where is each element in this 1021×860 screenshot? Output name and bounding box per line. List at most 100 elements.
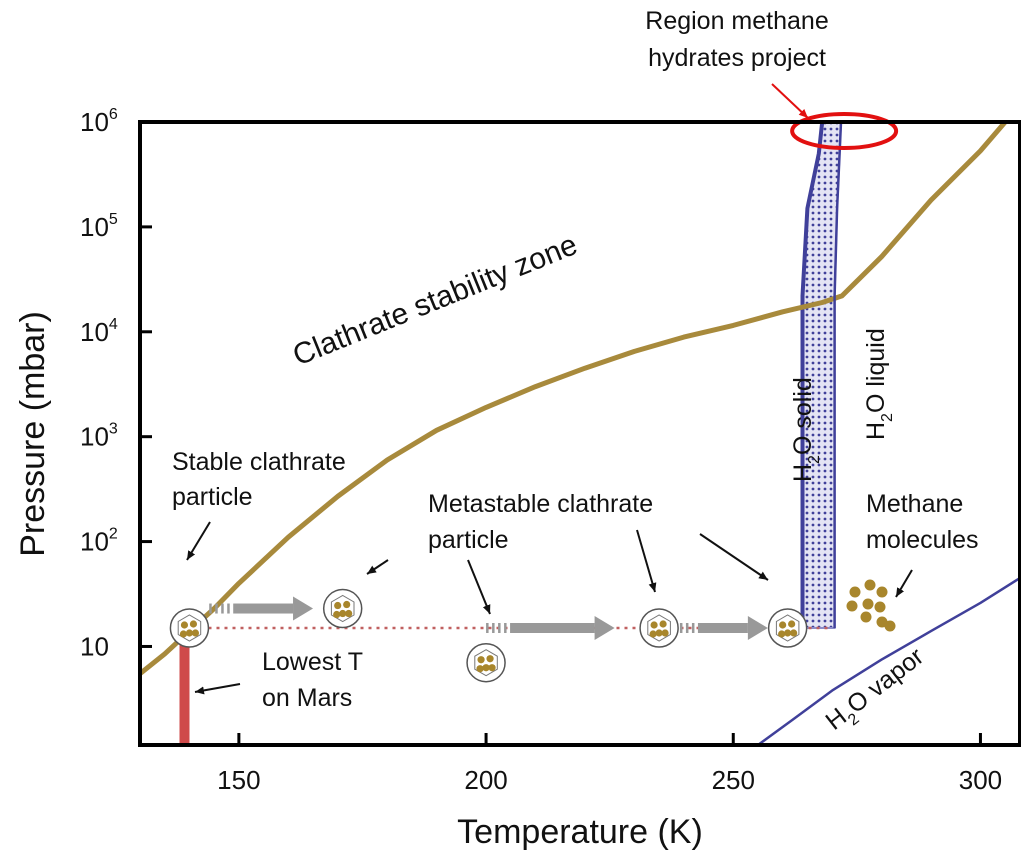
flow-tail-1-3: [504, 623, 507, 634]
series-ice-liquid-boundary: [833, 121, 843, 628]
clathrate-particle-4: [767, 608, 808, 648]
x-tick-label-300: 300: [959, 765, 1002, 795]
methane-molecule-1: [864, 579, 876, 591]
mars-lowest-t-bar: [179, 628, 190, 745]
methane-label-1: Methane: [866, 490, 963, 518]
particle-molecule-4: [345, 609, 353, 618]
y-tick-label-2: 103: [80, 421, 118, 452]
markers: [169, 112, 899, 683]
metastable-label-1: Metastable clathrate: [428, 490, 653, 518]
methane-label-2: molecules: [866, 526, 979, 554]
flow-tail-2-1: [679, 623, 683, 634]
y-tick-exp-1: 2: [109, 526, 118, 543]
particle-molecule-0: [180, 621, 189, 629]
project-region-ellipse: [790, 112, 899, 150]
y-tick-base-1: 10: [80, 527, 109, 557]
particle-molecule-3: [179, 630, 188, 638]
flow-shaft-2: [697, 623, 748, 634]
particle-hex: [647, 614, 671, 642]
clathrate-particle-3: [639, 608, 679, 648]
flow-head-0: [293, 596, 314, 621]
particle-molecule-1: [659, 620, 667, 628]
y-tick-label-4: 105: [80, 211, 118, 242]
methane-molecule-6: [860, 611, 872, 623]
series-clathrate-stability: [138, 120, 1008, 676]
methane-molecule-2: [876, 586, 888, 598]
particle-cage: [322, 588, 363, 629]
ice-band-edge: [800, 121, 825, 628]
stable-particle-label-2: particle: [172, 483, 253, 511]
particle-molecule-4: [661, 629, 669, 637]
arrow-meta-4: [699, 533, 769, 581]
arrow-lowest: [194, 683, 241, 695]
particle-molecule-1: [343, 600, 351, 609]
particle-molecule-2: [655, 629, 663, 637]
particle-molecule-3: [333, 610, 341, 619]
y-tick-base-3: 10: [80, 317, 109, 347]
region-label-line1: Region methane: [645, 7, 828, 35]
stable-particle-label-1: Stable clathrate: [172, 448, 346, 476]
region-label-line2: hydrates project: [648, 44, 826, 72]
flow-tail-0-0: [209, 603, 212, 614]
particle-molecule-2: [482, 664, 490, 672]
flow-tail-0-1: [215, 603, 218, 614]
particle-molecule-0: [334, 601, 342, 610]
x-axis-title: Temperature (K): [457, 813, 703, 851]
y-tick-label-3: 104: [80, 316, 118, 347]
flow-tail-2-3: [691, 623, 695, 634]
flow-tail-2-2: [685, 623, 689, 634]
y-axis-title: Pressure (mbar): [14, 311, 52, 557]
particle-cage: [169, 608, 210, 648]
flow-tail-1-2: [498, 623, 501, 634]
x-tick-label-250: 250: [712, 765, 755, 795]
annotation-arrows: [186, 83, 913, 695]
arrow-meta-1: [366, 559, 389, 575]
y-tick-label-0: 10: [80, 631, 109, 661]
series-lines: [138, 120, 1021, 747]
flow-tail-1-0: [486, 623, 489, 634]
metastable-label-2: particle: [428, 526, 509, 554]
series-liquid-vapor-boundary: [757, 576, 1021, 747]
plot-frame: [138, 120, 1021, 747]
methane-molecule-0: [849, 586, 861, 598]
particle-molecule-0: [477, 656, 485, 664]
flow-shaft-0: [233, 603, 294, 614]
y-tick-exp-3: 4: [109, 316, 118, 333]
y-tick-base-0: 10: [80, 631, 109, 661]
y-tick-label-1: 102: [80, 526, 118, 557]
arrow-meta-3: [636, 529, 657, 593]
y-tick-label-5: 106: [80, 106, 118, 137]
particle-molecule-1: [486, 655, 494, 663]
h2o-vapor-label: H2O vapor: [820, 642, 932, 740]
lowest-t-label-1: Lowest T: [262, 648, 363, 676]
particle-molecule-1: [788, 620, 796, 628]
methane-molecule-4: [862, 598, 874, 610]
particle-molecule-0: [779, 621, 787, 629]
particle-hex: [775, 614, 800, 642]
particle-hex: [177, 614, 202, 642]
clathrate-particle-0: [169, 608, 210, 648]
y-tick-exp-5: 6: [109, 106, 118, 123]
particle-molecule-2: [784, 629, 792, 637]
particle-molecule-3: [649, 630, 657, 638]
particle-cage: [466, 642, 506, 683]
h2o-solid-label: H2O solid: [789, 377, 823, 482]
methane-molecule-3: [846, 600, 858, 612]
x-tick-label-200: 200: [464, 765, 507, 795]
y-tick-base-5: 10: [80, 107, 109, 137]
particle-molecule-3: [778, 630, 786, 638]
particle-molecule-4: [790, 629, 798, 637]
flow-head-1: [594, 616, 615, 641]
particle-molecule-1: [189, 620, 198, 628]
y-tick-base-2: 10: [80, 422, 109, 452]
particle-hex: [330, 594, 355, 623]
flow-tail-0-3: [227, 603, 230, 614]
flow-head-2: [747, 616, 768, 641]
arrow-stable: [186, 521, 211, 561]
particle-molecule-2: [185, 629, 194, 637]
particle-molecule-4: [191, 629, 200, 637]
lowest-t-label-2: on Mars: [262, 684, 352, 712]
methane-molecule-8: [884, 620, 896, 632]
